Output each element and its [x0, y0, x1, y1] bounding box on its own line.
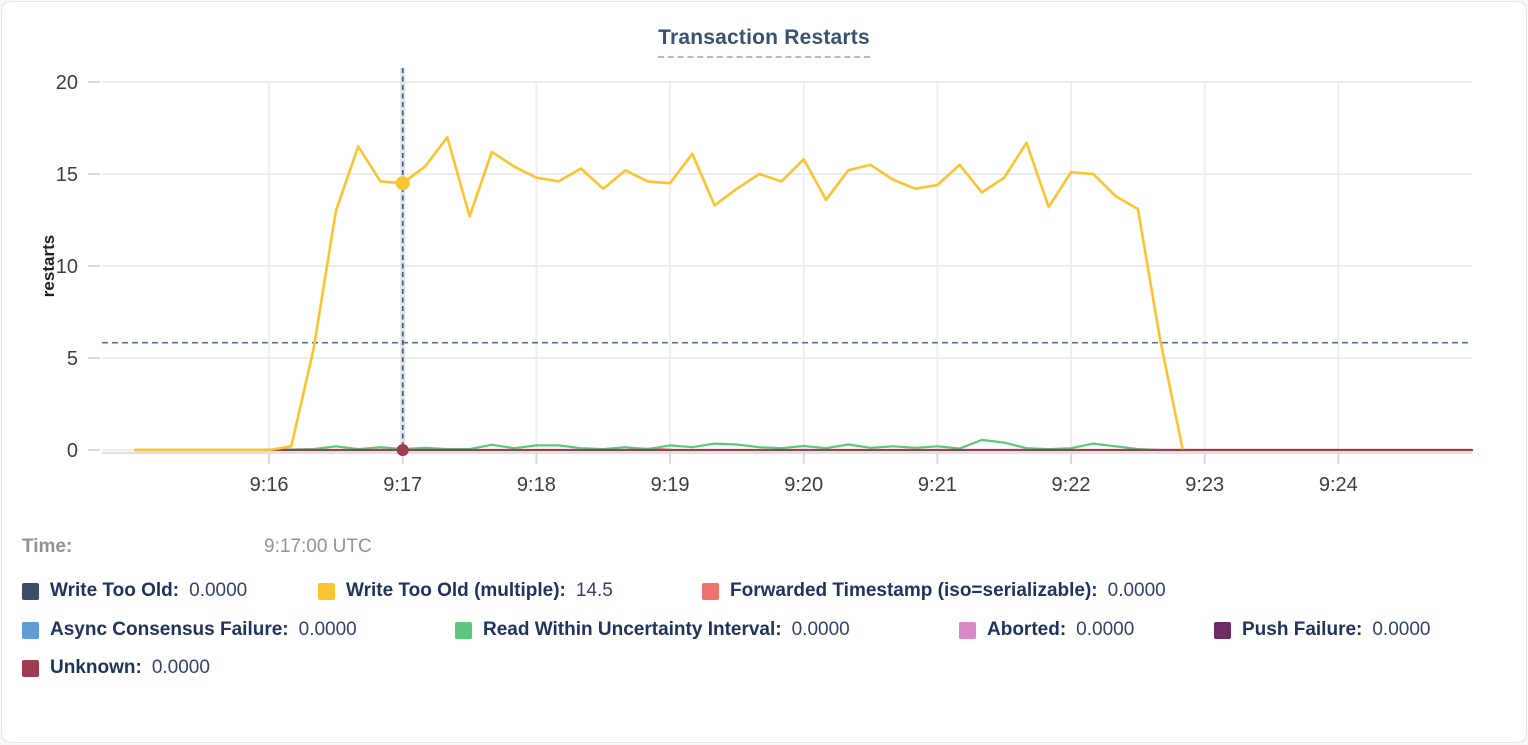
series-color-swatch	[702, 582, 719, 600]
series-label: Aborted:	[987, 619, 1067, 640]
legend-item-async-consensus-failure: Async Consensus Failure: 0.0000	[22, 619, 455, 641]
series-value: 0.0000	[151, 657, 210, 678]
y-axis-title: restarts	[39, 235, 58, 297]
y-tick-label: 10	[56, 256, 78, 278]
series-color-swatch	[22, 659, 39, 677]
legend-row: Write Too Old: 0.0000 Write Too Old (multi…	[22, 580, 1526, 602]
legend-item-write-too-old-multiple: Write Too Old (multiple): 14.5	[318, 580, 702, 602]
series-line-read-within-uncertainty-interval	[134, 438, 1474, 452]
series-color-swatch	[455, 621, 472, 639]
chart-header: Transaction Restarts	[2, 2, 1526, 60]
x-tick-label: 9:18	[517, 474, 556, 496]
hover-time-label: Time:	[22, 536, 73, 557]
legend-item-read-within-uncertainty-interval: Read Within Uncertainty Interval: 0.0000	[455, 619, 959, 641]
transaction-restarts-chart[interactable]: 0 5 10 15 20 9:16 9:17 9:18 9:19 9:20 9:21 9:22 9:23…	[2, 60, 1527, 510]
hover-tooltip: Time: 9:17:00 UTC Write Too Old: 0.0000 Wri…	[2, 536, 1526, 679]
y-tick-label: 15	[56, 164, 78, 186]
series-value: 0.0000	[1107, 580, 1166, 601]
y-tick-label: 20	[56, 72, 78, 94]
chart-title[interactable]: Transaction Restarts	[658, 26, 870, 58]
series-label: Async Consensus Failure:	[50, 619, 289, 640]
legend-item-aborted: Aborted: 0.0000	[959, 619, 1214, 641]
y-tick-label: 0	[67, 440, 78, 462]
series-value: 0.0000	[1076, 619, 1135, 640]
hover-time-row: Time: 9:17:00 UTC	[22, 536, 1526, 558]
series-value: 0.0000	[1372, 619, 1431, 640]
series-color-swatch	[1214, 621, 1231, 639]
hover-dot-write-too-old-multiple	[395, 176, 410, 191]
legend-item-forwarded-timestamp-iso-serializable: Forwarded Timestamp (iso=serializable): 0…	[702, 580, 1166, 602]
x-tick-label: 9:22	[1052, 474, 1091, 496]
x-tick-label: 9:16	[250, 474, 289, 496]
legend-row: Unknown: 0.0000	[22, 657, 1526, 679]
series-value: 14.5	[575, 580, 613, 601]
legend-item-unknown: Unknown: 0.0000	[22, 657, 210, 679]
x-tick-label: 9:19	[651, 474, 690, 496]
x-tick-label: 9:24	[1319, 474, 1358, 496]
hover-time-value: 9:17:00 UTC	[264, 536, 372, 557]
legend-row: Async Consensus Failure: 0.0000 Read Withi…	[22, 619, 1526, 641]
series-color-swatch	[22, 582, 39, 600]
series-label: Write Too Old:	[50, 580, 180, 601]
series-label: Read Within Uncertainty Interval:	[483, 619, 782, 640]
x-tick-label: 9:17	[383, 474, 422, 496]
y-tick-label: 5	[67, 348, 78, 370]
series-label: Unknown:	[50, 657, 142, 678]
series-label: Forwarded Timestamp (iso=serializable):	[730, 580, 1098, 601]
series-line-write-too-old-multiple	[134, 135, 1184, 452]
x-tick-label: 9:21	[918, 474, 957, 496]
hover-dot-unknown	[396, 444, 409, 456]
series-color-swatch	[959, 621, 976, 639]
legend-item-write-too-old: Write Too Old: 0.0000	[22, 580, 318, 602]
x-tick-label: 9:23	[1185, 474, 1224, 496]
series-color-swatch	[22, 621, 39, 639]
legend: Write Too Old: 0.0000 Write Too Old (multi…	[22, 580, 1526, 679]
series-value: 0.0000	[298, 619, 357, 640]
series-label: Push Failure:	[1242, 619, 1363, 640]
series-color-swatch	[318, 582, 335, 600]
series-value: 0.0000	[791, 619, 850, 640]
series-label: Write Too Old (multiple):	[346, 580, 566, 601]
series-value: 0.0000	[189, 580, 248, 601]
legend-item-push-failure: Push Failure: 0.0000	[1214, 619, 1430, 641]
x-tick-label: 9:20	[784, 474, 823, 496]
